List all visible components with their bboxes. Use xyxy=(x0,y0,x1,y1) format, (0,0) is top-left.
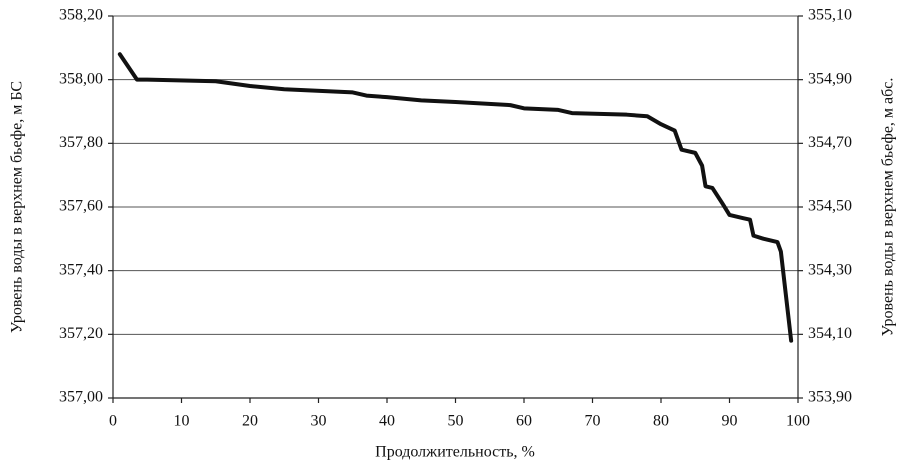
y2-tick-label: 354,70 xyxy=(808,134,852,151)
y-axis-title: Уровень воды в верхнем бьефе, м БС xyxy=(9,81,26,333)
x-tick-label: 40 xyxy=(379,413,395,430)
x-tick-label: 0 xyxy=(109,413,117,430)
y-tick-label: 357,40 xyxy=(59,261,103,278)
y-tick-label: 357,20 xyxy=(59,325,103,342)
y2-tick-label: 353,90 xyxy=(808,389,852,406)
x-tick-label: 60 xyxy=(516,413,532,430)
x-tick-label: 10 xyxy=(174,413,190,430)
x-tick-label: 100 xyxy=(786,413,810,430)
x-tick-label: 20 xyxy=(242,413,258,430)
x-tick-label: 50 xyxy=(448,413,464,430)
y2-axis-title: Уровень воды в верхнем бьефе, м абс. xyxy=(880,78,897,337)
x-axis-title: Продолжительность, % xyxy=(375,444,535,461)
y2-tick-label: 354,30 xyxy=(808,261,852,278)
y2-tick-label: 354,90 xyxy=(808,70,852,87)
x-tick-label: 70 xyxy=(585,413,601,430)
x-tick-label: 90 xyxy=(722,413,738,430)
y2-tick-label: 355,10 xyxy=(808,7,852,24)
y-tick-label: 358,20 xyxy=(59,7,103,24)
y-tick-label: 357,60 xyxy=(59,198,103,215)
data-line xyxy=(117,52,794,343)
y2-tick-label: 354,50 xyxy=(808,198,852,215)
y-tick-label: 357,80 xyxy=(59,134,103,151)
y2-tick-label: 354,10 xyxy=(808,325,852,342)
y-tick-label: 357,00 xyxy=(59,389,103,406)
x-tick-label: 30 xyxy=(311,413,327,430)
x-tick-label: 80 xyxy=(653,413,669,430)
y-tick-label: 358,00 xyxy=(59,70,103,87)
